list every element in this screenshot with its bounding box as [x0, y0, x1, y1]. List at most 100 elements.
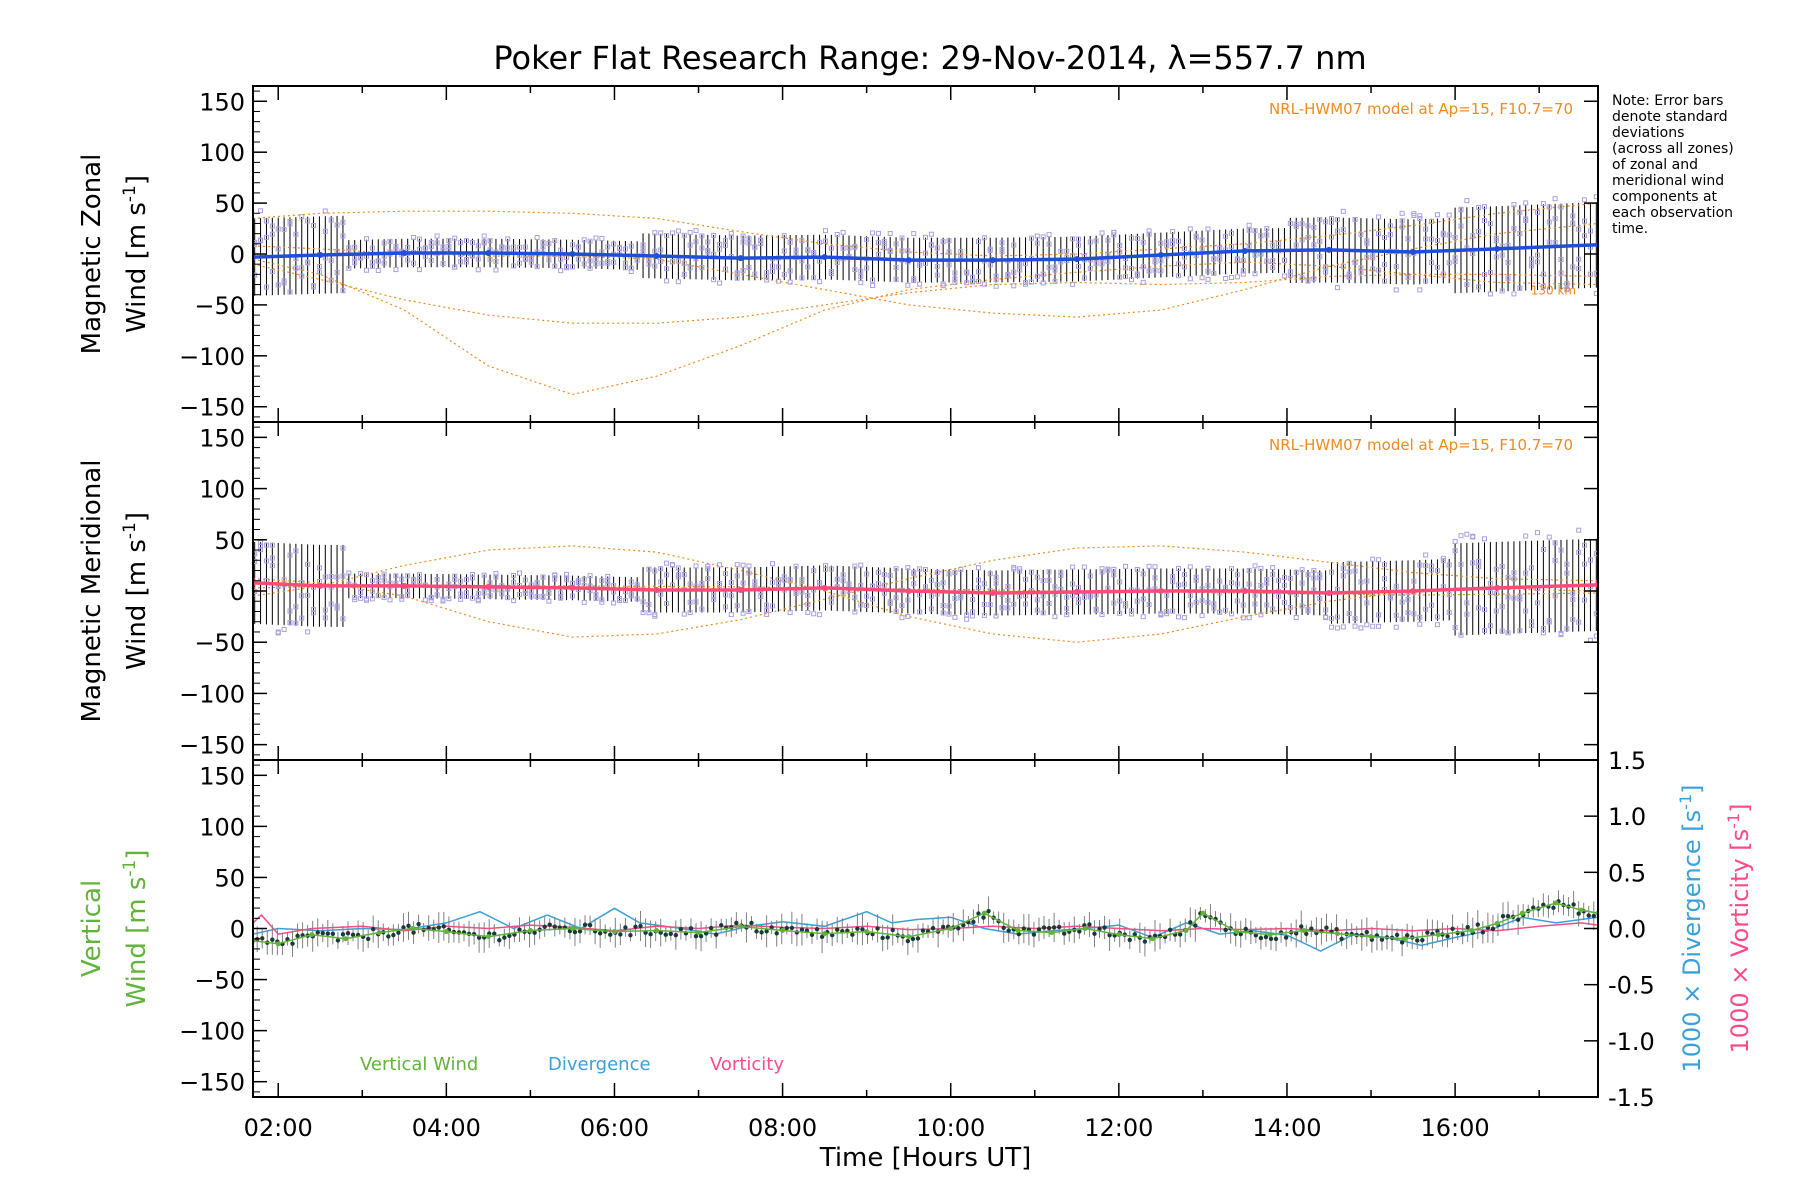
zone-point [1305, 278, 1311, 284]
zone-point [893, 241, 899, 247]
zone-point [1570, 220, 1576, 226]
y2-label-vorticity: 1000 × Vorticity [s-1] [1724, 804, 1755, 1054]
zone-point [464, 577, 470, 583]
zone-point [1540, 271, 1546, 277]
zone-point [611, 241, 617, 247]
zone-point [940, 602, 946, 608]
zone-point [1252, 563, 1258, 569]
zone-point [1364, 578, 1370, 584]
zone-point [534, 580, 540, 586]
zone-point [1246, 567, 1252, 573]
zone-point [722, 592, 728, 598]
vertical-point [325, 931, 331, 936]
zone-point [669, 582, 675, 588]
data-point [1519, 910, 1525, 916]
vertical-point [290, 941, 295, 946]
zone-point [770, 603, 776, 609]
zone-point [1052, 264, 1058, 270]
zone-point [1346, 271, 1352, 277]
vertical-point [1263, 934, 1269, 940]
zone-point [964, 280, 970, 286]
zone-point [893, 264, 899, 270]
zone-point [1393, 264, 1399, 270]
vertical-point [754, 929, 759, 934]
zone-point [1576, 266, 1582, 272]
zone-point [1270, 242, 1276, 248]
zone-point [305, 259, 311, 265]
zone-point [999, 249, 1005, 255]
zone-point [917, 566, 923, 572]
zone-point [1593, 270, 1598, 276]
zone-point [1346, 560, 1352, 566]
zone-point [293, 604, 299, 610]
zone-point [316, 269, 322, 275]
zone-point [1317, 254, 1323, 260]
zone-point [605, 581, 611, 587]
zone-point [864, 237, 870, 243]
zone-point [599, 260, 605, 266]
y-tick-label: 100 [199, 476, 245, 504]
zone-point [664, 560, 670, 566]
zone-point [1558, 630, 1564, 636]
zone-point [875, 569, 881, 575]
zone-point [369, 596, 375, 602]
zone-point [905, 597, 911, 603]
zone-point [322, 607, 328, 613]
vertical-point [1283, 935, 1289, 940]
zone-point [664, 572, 670, 578]
zone-point [1317, 238, 1323, 244]
zone-point [628, 593, 634, 599]
zone-point [1381, 576, 1387, 582]
zone-point [881, 572, 887, 578]
y-tick-label: 150 [199, 88, 245, 116]
zone-point [269, 555, 275, 561]
zone-point [1099, 569, 1105, 575]
zone-point [993, 613, 999, 619]
vertical-point [335, 938, 341, 943]
zone-point [811, 275, 817, 281]
zone-point [717, 280, 723, 286]
zone-point [1564, 286, 1570, 292]
vertical-point [1531, 905, 1536, 910]
zone-point [1376, 231, 1382, 237]
vertical-point [542, 924, 547, 929]
zone-point [1399, 218, 1405, 224]
data-point [1267, 932, 1273, 938]
y-tick-label: 50 [214, 190, 245, 218]
zone-point [1264, 258, 1270, 264]
zone-point [1046, 569, 1052, 575]
zone-point [1393, 624, 1399, 630]
zone-point [1476, 558, 1482, 564]
zone-point [263, 218, 269, 224]
zone-point [1570, 617, 1576, 623]
zone-point [1429, 602, 1435, 608]
plot-area [253, 890, 1598, 957]
zone-point [564, 264, 570, 270]
vertical-point [1460, 931, 1465, 937]
zone-point [340, 616, 346, 622]
zone-point [1323, 269, 1329, 275]
zone-point [1023, 576, 1029, 582]
zone-point [1517, 594, 1523, 600]
zone-point [1176, 273, 1182, 279]
panel-zonal-wind: NRL-HWM07 model at Ap=15, F10.7=70 130 km… [77, 85, 1599, 423]
zone-point [558, 268, 564, 274]
zone-point [422, 245, 428, 251]
y-tick-label: 0 [230, 241, 245, 269]
vertical-point [365, 936, 371, 942]
data-point [1494, 920, 1500, 926]
zone-point [1482, 204, 1488, 210]
zone-point [817, 258, 823, 264]
vertical-point [986, 908, 991, 914]
vertical-point [875, 926, 880, 931]
zone-point [575, 580, 581, 586]
zone-point [1329, 615, 1335, 621]
zone-point [981, 281, 987, 287]
zone-point [852, 609, 858, 615]
vertical-point [1505, 913, 1511, 919]
zone-point [646, 566, 652, 572]
vertical-point [734, 920, 739, 926]
zone-point [287, 289, 293, 295]
data-point [653, 586, 660, 593]
